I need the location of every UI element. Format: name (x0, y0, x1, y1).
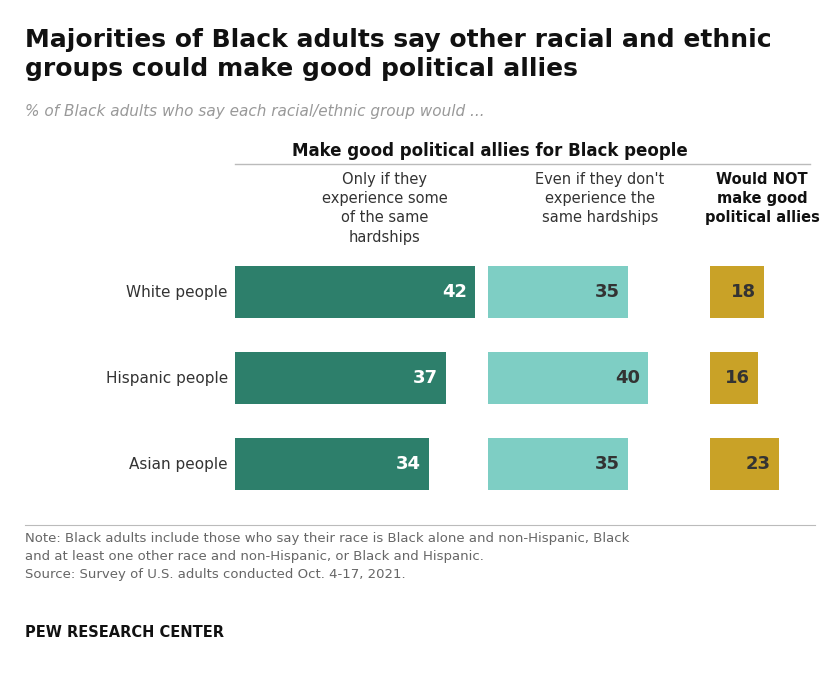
Text: 16: 16 (725, 369, 750, 387)
Text: Make good political allies for Black people: Make good political allies for Black peo… (292, 142, 688, 160)
Text: 42: 42 (442, 283, 467, 301)
Bar (235, 352, 446, 404)
Bar (235, 266, 475, 318)
Text: Hispanic people: Hispanic people (106, 370, 228, 386)
Bar (710, 438, 779, 490)
Text: 18: 18 (731, 283, 756, 301)
Text: 40: 40 (615, 369, 640, 387)
Bar (488, 438, 628, 490)
Text: Only if they
experience some
of the same
hardships: Only if they experience some of the same… (322, 172, 448, 244)
Text: White people: White people (127, 284, 228, 300)
Text: 35: 35 (595, 455, 620, 473)
Bar (235, 438, 429, 490)
Bar (710, 266, 764, 318)
Text: 23: 23 (746, 455, 771, 473)
Text: 37: 37 (413, 369, 438, 387)
Text: % of Black adults who say each racial/ethnic group would ...: % of Black adults who say each racial/et… (25, 104, 485, 119)
Text: and at least one other race and non-Hispanic, or Black and Hispanic.: and at least one other race and non-Hisp… (25, 550, 484, 563)
Text: Even if they don't
experience the
same hardships: Even if they don't experience the same h… (535, 172, 664, 225)
Bar (488, 266, 628, 318)
Text: 35: 35 (595, 283, 620, 301)
Text: Source: Survey of U.S. adults conducted Oct. 4-17, 2021.: Source: Survey of U.S. adults conducted … (25, 568, 406, 581)
Text: Majorities of Black adults say other racial and ethnic
groups could make good po: Majorities of Black adults say other rac… (25, 28, 772, 80)
Text: 34: 34 (396, 455, 421, 473)
Text: PEW RESEARCH CENTER: PEW RESEARCH CENTER (25, 625, 224, 640)
Text: Would NOT
make good
political allies: Would NOT make good political allies (705, 172, 820, 225)
Bar (710, 352, 758, 404)
Text: Note: Black adults include those who say their race is Black alone and non-Hispa: Note: Black adults include those who say… (25, 532, 629, 545)
Bar (488, 352, 648, 404)
Text: Asian people: Asian people (129, 456, 228, 472)
